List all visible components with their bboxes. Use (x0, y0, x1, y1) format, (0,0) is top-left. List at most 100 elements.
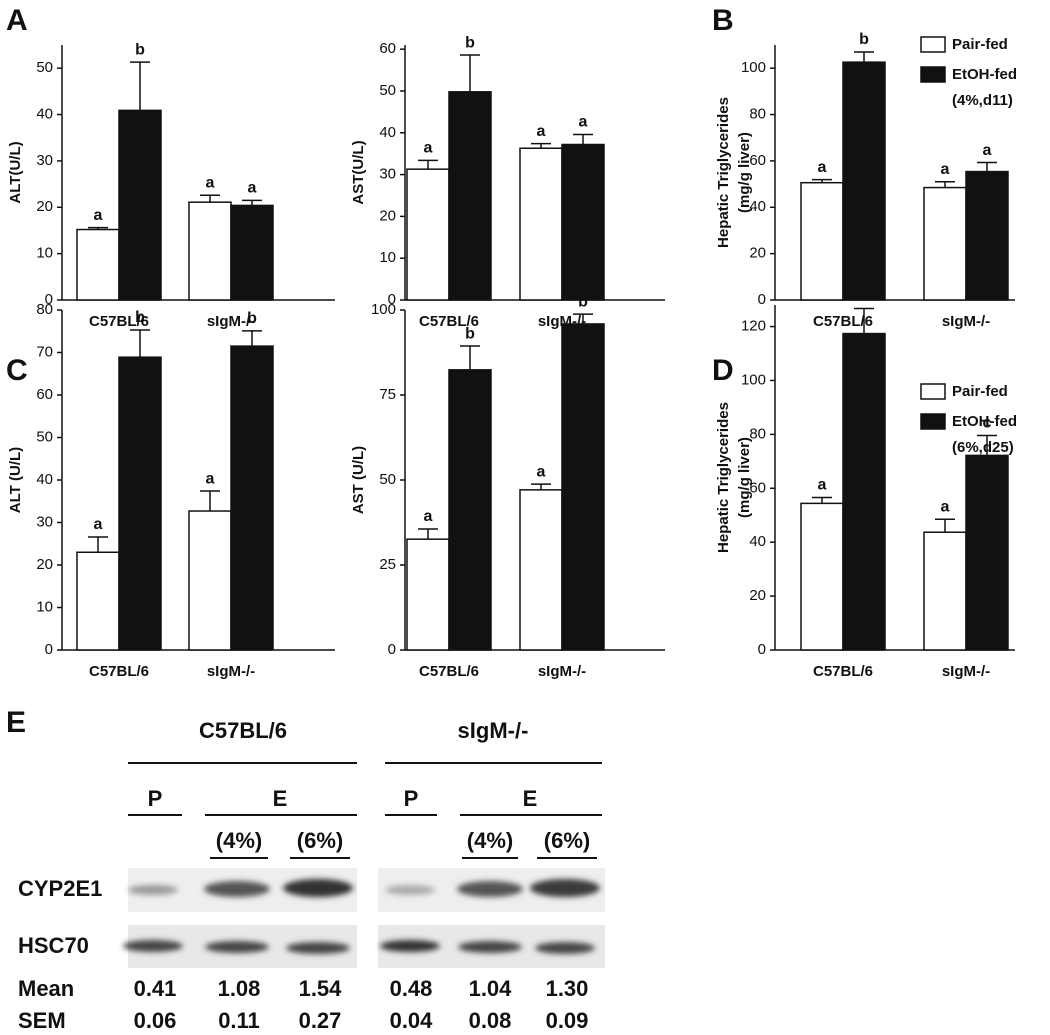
y-tick-label: 100 (741, 371, 766, 388)
y-tick-label: 75 (379, 386, 396, 403)
dose-label: (6%) (544, 828, 590, 853)
x-tick-label: C57BL/6 (813, 663, 873, 680)
dose-label: (4%) (216, 828, 262, 853)
significance-letter: a (248, 180, 257, 197)
y-tick-label: 120 (741, 318, 766, 335)
y-tick-label: 10 (36, 598, 53, 615)
blot-strips (123, 868, 605, 968)
y-tick-label: 70 (36, 343, 53, 360)
significance-letter: a (537, 123, 546, 140)
significance-letter: a (206, 174, 215, 191)
panel-label: C (6, 354, 28, 387)
bar (230, 345, 274, 651)
significance-letter: b (465, 34, 475, 51)
legend-swatch (920, 383, 946, 400)
bar (965, 454, 1009, 651)
y-tick-label: 20 (36, 198, 53, 215)
significance-letter: a (537, 463, 546, 480)
lane-label: P (404, 786, 419, 811)
stat-value: 0.09 (546, 1008, 589, 1033)
x-tick-label: sIgM-/- (207, 663, 255, 680)
y-tick-label: 30 (36, 513, 53, 530)
y-tick-label: 60 (749, 152, 766, 169)
y-axis-label: (mg/g liver) (736, 437, 753, 518)
bar (118, 109, 162, 301)
y-axis-label: AST(U/L) (350, 140, 367, 204)
x-tick-label: sIgM-/- (538, 663, 586, 680)
stat-value: 1.04 (469, 976, 513, 1001)
x-tick-label: C57BL/6 (813, 313, 873, 330)
stat-value: 1.08 (218, 976, 261, 1001)
y-tick-label: 40 (749, 198, 766, 215)
bar (448, 91, 492, 301)
bar (188, 510, 232, 651)
x-tick-label: sIgM-/- (942, 663, 990, 680)
y-tick-label: 0 (388, 291, 396, 308)
significance-letter: a (983, 142, 992, 159)
y-tick-label: 40 (36, 471, 53, 488)
stat-value: 0.04 (390, 1008, 434, 1033)
y-tick-label: 30 (36, 152, 53, 169)
bar (448, 369, 492, 651)
stat-value: 0.06 (134, 1008, 177, 1033)
stat-value: 0.48 (390, 976, 433, 1001)
y-tick-label: 100 (741, 59, 766, 76)
bar (561, 323, 605, 651)
significance-letter: a (424, 140, 433, 157)
significance-letter: a (818, 159, 827, 176)
significance-letter: a (941, 498, 950, 515)
significance-letter: b (247, 310, 257, 327)
legend-label: Pair-fed (952, 383, 1008, 400)
y-tick-label: 0 (758, 641, 766, 658)
lane-label: E (523, 786, 538, 811)
significance-letter: b (135, 309, 145, 326)
dose-label: (6%) (297, 828, 343, 853)
stat-label: Mean (18, 976, 74, 1001)
x-tick-label: C57BL/6 (419, 663, 479, 680)
bar (519, 489, 563, 651)
bar (519, 147, 563, 301)
row-label: CYP2E1 (18, 876, 102, 901)
y-axis-label: Hepatic Triglycerides (715, 97, 732, 248)
y-tick-label: 50 (36, 428, 53, 445)
y-tick-label: 0 (45, 291, 53, 308)
x-tick-label: C57BL/6 (89, 313, 149, 330)
y-tick-label: 0 (388, 641, 396, 658)
legend-swatch (920, 413, 946, 430)
y-tick-label: 40 (36, 106, 53, 123)
stat-value: 1.30 (546, 976, 589, 1001)
lane-label: E (273, 786, 288, 811)
significance-letter: a (818, 477, 827, 494)
significance-letter: a (206, 470, 215, 487)
group-label: C57BL/6 (199, 718, 287, 743)
y-tick-label: 20 (749, 587, 766, 604)
y-tick-label: 10 (36, 245, 53, 262)
x-tick-label: C57BL/6 (419, 313, 479, 330)
legend-swatch (920, 36, 946, 53)
significance-letter: a (579, 114, 588, 131)
significance-letter: b (465, 325, 475, 342)
significance-letter: b (859, 288, 869, 305)
y-tick-label: 50 (379, 82, 396, 99)
significance-letter: b (859, 31, 869, 48)
bar (923, 531, 967, 651)
bar (406, 538, 450, 651)
bar (406, 168, 450, 301)
y-tick-label: 80 (749, 425, 766, 442)
y-tick-label: 80 (749, 106, 766, 123)
stat-value: 0.27 (299, 1008, 342, 1033)
blot-lines (128, 762, 602, 859)
bar (800, 502, 844, 651)
bar (230, 204, 274, 301)
y-tick-label: 30 (379, 166, 396, 183)
y-tick-label: 100 (371, 301, 396, 318)
stat-value: 0.11 (218, 1008, 260, 1033)
bar (76, 228, 120, 301)
group-label: sIgM-/- (458, 718, 529, 743)
y-tick-label: 50 (36, 59, 53, 76)
y-tick-label: 60 (36, 386, 53, 403)
row-label: HSC70 (18, 933, 89, 958)
x-tick-label: C57BL/6 (89, 663, 149, 680)
bar (800, 181, 844, 301)
